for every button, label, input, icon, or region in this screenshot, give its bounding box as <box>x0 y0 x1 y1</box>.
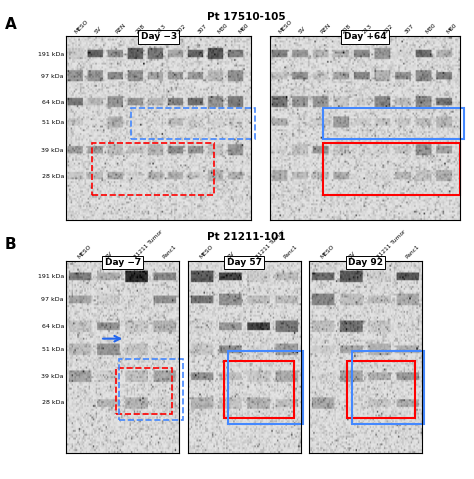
Bar <box>352 351 424 424</box>
Bar <box>323 108 464 139</box>
Text: MESO: MESO <box>277 19 293 35</box>
Text: M30: M30 <box>217 23 229 35</box>
Text: REN: REN <box>114 23 127 35</box>
Text: Day +64: Day +64 <box>344 33 386 42</box>
Text: MESO: MESO <box>319 244 335 260</box>
Text: MESO: MESO <box>77 244 92 260</box>
Text: Day 92: Day 92 <box>348 258 383 267</box>
Text: SV: SV <box>348 251 357 260</box>
Text: 191 kDa: 191 kDa <box>38 274 64 279</box>
Text: Day −7: Day −7 <box>105 258 141 267</box>
Text: Panc1: Panc1 <box>404 244 420 260</box>
Text: Panc1: Panc1 <box>162 244 177 260</box>
Text: Day 57: Day 57 <box>227 258 262 267</box>
Text: M60: M60 <box>237 23 250 35</box>
Bar <box>228 351 303 424</box>
Text: 51 kDa: 51 kDa <box>42 347 64 352</box>
Bar <box>92 143 214 194</box>
Text: Pt 17510-105: Pt 17510-105 <box>207 12 286 22</box>
Text: Panc1: Panc1 <box>283 244 299 260</box>
Text: 213: 213 <box>155 23 167 35</box>
Text: 28 kDa: 28 kDa <box>42 173 64 179</box>
Text: 307: 307 <box>196 23 208 35</box>
Text: Day −3: Day −3 <box>141 33 177 42</box>
Text: 97 kDa: 97 kDa <box>42 74 64 79</box>
Bar <box>224 361 294 418</box>
Bar <box>347 361 415 418</box>
Text: SV: SV <box>94 26 103 35</box>
Text: 213: 213 <box>362 23 373 35</box>
Text: 28 kDa: 28 kDa <box>42 400 64 405</box>
Text: 208: 208 <box>135 23 146 35</box>
Text: 208: 208 <box>340 23 352 35</box>
Text: B: B <box>5 237 17 252</box>
Text: MESO: MESO <box>198 244 214 260</box>
Text: REN: REN <box>319 23 332 35</box>
Text: 302: 302 <box>383 23 394 35</box>
Text: SV: SV <box>105 251 114 260</box>
Text: 21211 Tumor: 21211 Tumor <box>255 229 285 260</box>
Text: 307: 307 <box>403 23 415 35</box>
Text: SV: SV <box>227 251 236 260</box>
Text: 39 kDa: 39 kDa <box>42 374 64 378</box>
Text: 64 kDa: 64 kDa <box>42 100 64 105</box>
Text: 39 kDa: 39 kDa <box>42 148 64 153</box>
Text: 21211 Tumor: 21211 Tumor <box>133 229 164 260</box>
Text: 191 kDa: 191 kDa <box>38 52 64 57</box>
Text: 64 kDa: 64 kDa <box>42 324 64 329</box>
Text: SV: SV <box>298 26 307 35</box>
Text: A: A <box>5 17 17 32</box>
Bar <box>323 143 460 194</box>
Text: M30: M30 <box>425 23 437 35</box>
Text: 97 kDa: 97 kDa <box>42 297 64 302</box>
Text: 21211 Tumor: 21211 Tumor <box>376 229 407 260</box>
Bar <box>131 108 255 139</box>
Text: Pt 21211-101: Pt 21211-101 <box>207 232 286 242</box>
Bar <box>119 359 182 420</box>
Bar <box>116 368 173 414</box>
Text: M60: M60 <box>446 23 458 35</box>
Text: 302: 302 <box>176 23 187 35</box>
Text: 51 kDa: 51 kDa <box>42 120 64 125</box>
Text: MESO: MESO <box>73 19 89 35</box>
